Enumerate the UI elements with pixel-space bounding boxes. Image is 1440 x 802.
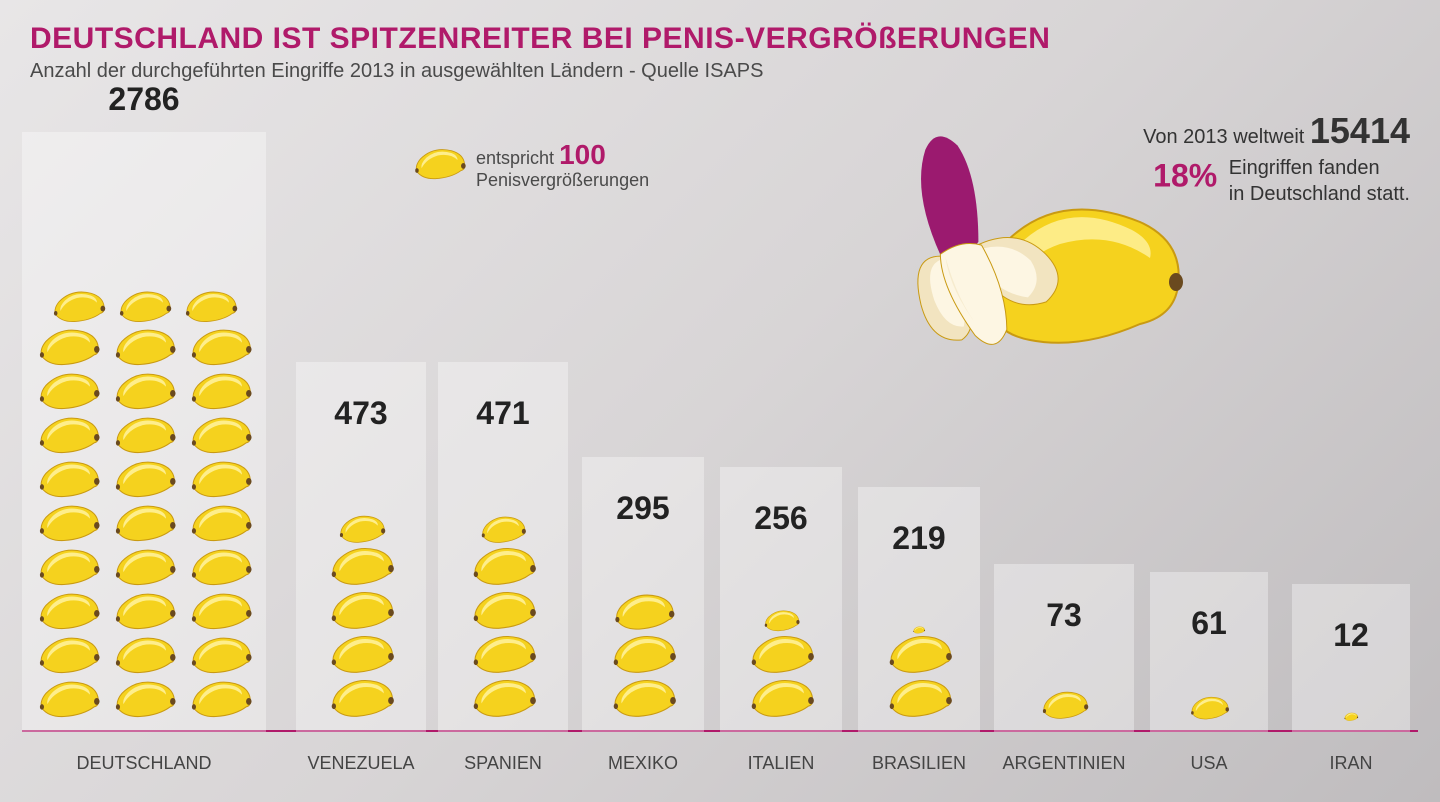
column-label: ITALIEN: [720, 753, 842, 774]
banana-icon: [33, 586, 103, 634]
banana-icon: [325, 584, 397, 634]
banana-icon: [109, 630, 179, 678]
banana-stack: [438, 502, 568, 722]
banana-icon: [607, 628, 679, 678]
chart-column: ARGENTINIEN 73: [994, 122, 1134, 802]
subtitle: Anzahl der durchgeführten Eingriffe 2013…: [30, 60, 763, 83]
banana-icon: [325, 672, 397, 722]
banana-icon: [883, 628, 955, 678]
banana-stack: [22, 282, 266, 722]
column-label: MEXIKO: [582, 753, 704, 774]
column-value: 73: [994, 597, 1134, 634]
banana-icon: [883, 672, 955, 722]
pictogram-chart: DEUTSCHLAND2786: [0, 122, 1440, 802]
banana-stack: [1292, 678, 1410, 722]
banana-stack: [858, 590, 980, 722]
banana-icon: [185, 630, 255, 678]
column-value: 12: [1292, 617, 1410, 654]
banana-icon: [33, 410, 103, 458]
banana-stack: [582, 590, 704, 722]
banana-icon: [33, 454, 103, 502]
chart-column: DEUTSCHLAND2786: [22, 122, 266, 802]
banana-icon: [109, 454, 179, 502]
chart-column: IRAN 12: [1292, 122, 1410, 802]
banana-icon: [745, 628, 817, 678]
column-label: VENEZUELA: [296, 753, 426, 774]
column-value: 2786: [22, 81, 266, 118]
column-label: BRASILIEN: [858, 753, 980, 774]
banana-icon: [109, 410, 179, 458]
banana-icon: [114, 285, 174, 326]
banana-icon: [467, 672, 539, 722]
column-label: DEUTSCHLAND: [22, 753, 266, 774]
banana-icon: [325, 540, 397, 590]
banana-icon: [185, 322, 255, 370]
chart-column: VENEZUELA 473: [296, 122, 426, 802]
chart-column: SPANIEN 471: [438, 122, 568, 802]
column-value: 471: [438, 395, 568, 432]
column-label: SPANIEN: [438, 753, 568, 774]
banana-icon: [185, 454, 255, 502]
banana-icon: [185, 498, 255, 546]
column-label: USA: [1150, 753, 1268, 774]
column-value: 61: [1150, 605, 1268, 642]
banana-icon: [33, 322, 103, 370]
banana-icon: [109, 586, 179, 634]
banana-icon: [1187, 692, 1231, 723]
banana-icon: [607, 672, 679, 722]
banana-icon: [109, 322, 179, 370]
banana-icon: [48, 285, 108, 326]
column-value: 295: [582, 490, 704, 527]
banana-icon: [185, 366, 255, 414]
banana-icon: [109, 674, 179, 722]
chart-column: ITALIEN 256: [720, 122, 842, 802]
banana-icon: [33, 674, 103, 722]
column-value: 473: [296, 395, 426, 432]
banana-icon: [33, 498, 103, 546]
banana-stack: [296, 502, 426, 722]
column-value: 256: [720, 500, 842, 537]
banana-stack: [994, 678, 1134, 722]
column-value: 219: [858, 520, 980, 557]
banana-stack: [1150, 678, 1268, 722]
banana-icon: [467, 628, 539, 678]
chart-column: USA 61: [1150, 122, 1268, 802]
banana-icon: [185, 674, 255, 722]
banana-icon: [33, 542, 103, 590]
chart-column: BRASILIEN 219: [858, 122, 980, 802]
column-label: IRAN: [1292, 753, 1410, 774]
banana-icon: [33, 366, 103, 414]
page-title: DEUTSCHLAND IST SPITZENREITER BEI PENIS-…: [30, 22, 1050, 56]
chart-column: MEXIKO 295: [582, 122, 704, 802]
banana-icon: [33, 630, 103, 678]
column-label: ARGENTINIEN: [994, 753, 1134, 774]
banana-icon: [180, 285, 240, 326]
banana-icon: [185, 410, 255, 458]
banana-icon: [109, 498, 179, 546]
banana-icon: [109, 542, 179, 590]
banana-icon: [609, 587, 677, 635]
banana-icon: [325, 628, 397, 678]
banana-icon: [745, 672, 817, 722]
banana-icon: [185, 542, 255, 590]
banana-icon: [185, 586, 255, 634]
banana-icon: [1038, 686, 1091, 723]
banana-icon: [467, 584, 539, 634]
banana-stack: [720, 590, 842, 722]
banana-icon: [109, 366, 179, 414]
banana-icon: [1343, 711, 1359, 722]
banana-icon: [467, 540, 539, 590]
